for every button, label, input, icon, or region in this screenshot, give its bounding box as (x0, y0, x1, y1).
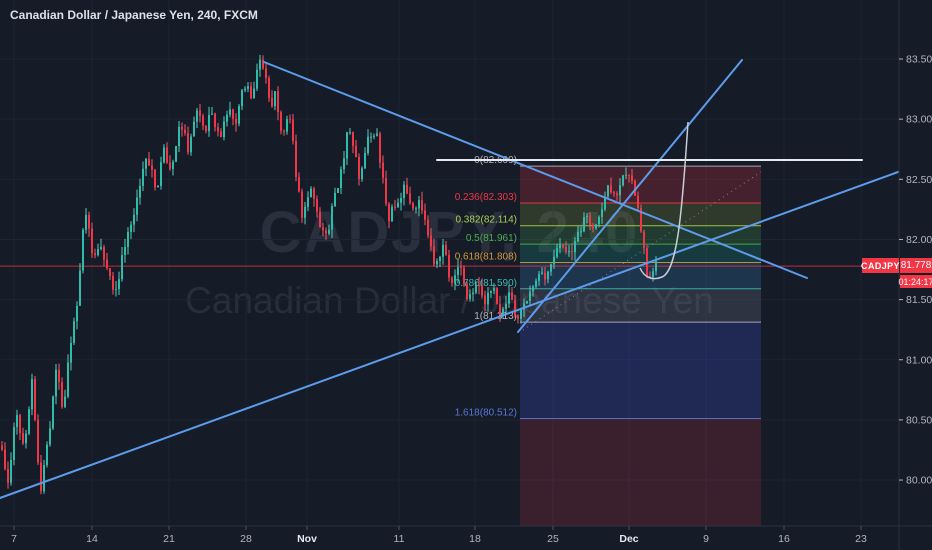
time-axis-label: 25 (547, 533, 559, 545)
plot-area[interactable]: 0(82.609)0.236(82.303)0.382(82.114)0.5(8… (0, 0, 899, 526)
chart-legend-title[interactable]: Canadian Dollar / Japanese Yen, 240, FXC… (10, 8, 258, 22)
time-axis-label: 21 (163, 533, 175, 545)
price-axis-label: 82.000 (906, 234, 932, 246)
time-axis-label: 11 (394, 533, 405, 545)
price-axis-label: 82.500 (906, 174, 932, 186)
fib-level-label: 1.618(80.512) (455, 407, 517, 418)
steep-ascending-line[interactable] (517, 59, 743, 333)
long-ascending-support[interactable] (0, 171, 899, 499)
price-axis-label: 83.500 (906, 54, 932, 66)
price-axis-label: 81.500 (906, 294, 932, 306)
fib-level-label: 1(81.313) (474, 311, 517, 322)
time-axis-label: 18 (469, 533, 481, 545)
time-axis-label: 23 (855, 533, 867, 545)
time-axis-label: 7 (11, 533, 17, 545)
time-axis-label: Dec (619, 533, 638, 545)
time-axis-label: 28 (240, 533, 252, 545)
time-axis-label: 9 (703, 533, 709, 545)
price-axis[interactable]: 83.500 83.000 82.500 82.000 81.500 81.000 80.5… (899, 54, 932, 487)
price-label-symbol: CADJPY (861, 258, 900, 273)
time-axis-label: 14 (86, 533, 98, 545)
descending-resistance[interactable] (263, 61, 808, 279)
fib-level-label: 0.618(81.808) (455, 252, 517, 263)
fib-level-label: 0.236(82.303) (455, 192, 517, 203)
price-label-value: 81.778 (900, 258, 932, 273)
price-axis-label: 83.000 (906, 114, 932, 126)
fib-retracement[interactable]: 0(82.609)0.236(82.303)0.382(82.114)0.5(8… (455, 155, 762, 526)
drawings[interactable] (0, 59, 899, 499)
price-axis-label: 80.500 (906, 414, 932, 426)
fib-level-label: 0.5(81.961) (466, 233, 517, 244)
fib-level-label: 0.382(82.114) (455, 215, 517, 226)
projection-curve[interactable] (639, 121, 689, 280)
price-axis-label: 81.000 (906, 354, 932, 366)
price-axis-label: 80.000 (906, 475, 932, 487)
time-axis-label: 16 (778, 533, 790, 545)
time-axis[interactable]: 7 14 21 28 Nov 11 18 25 Dec 9 16 23 (11, 526, 867, 545)
bar-countdown: 01:24:17 (898, 275, 932, 288)
gridlines (0, 0, 899, 526)
candlesticks (1, 54, 657, 495)
fib-level-label: 0.786(81.590) (455, 278, 517, 289)
time-axis-label: Nov (297, 533, 317, 545)
